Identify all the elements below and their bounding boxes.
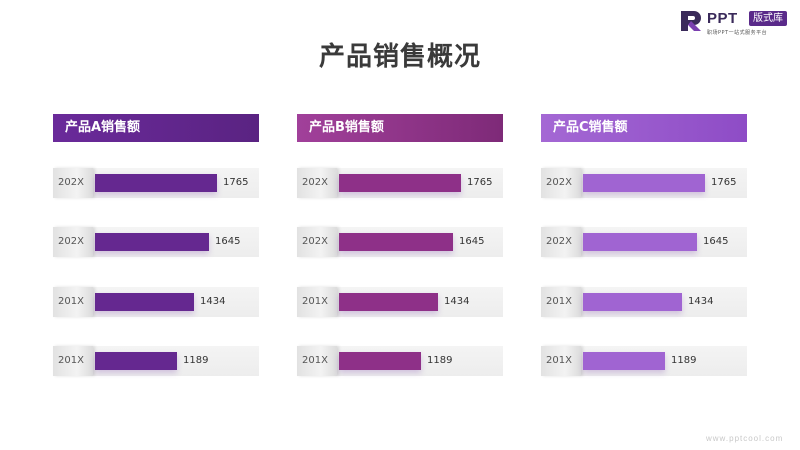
- category-label: 201X: [58, 355, 84, 366]
- bar-row: 201X 1434: [297, 287, 503, 317]
- bar-row: 201X 1189: [53, 346, 259, 376]
- value-label: 1645: [459, 236, 485, 247]
- category-label: 202X: [58, 177, 84, 188]
- category-tab: [53, 287, 93, 317]
- panel-product-c: 产品C销售额 202X 1765 202X 1645 201X 1434 201X 1189: [541, 114, 747, 376]
- bar: [95, 293, 194, 311]
- value-label: 1189: [671, 355, 697, 366]
- category-label: 202X: [58, 236, 84, 247]
- bar: [583, 293, 682, 311]
- bar-row: 202X 1645: [297, 227, 503, 257]
- bar: [583, 233, 697, 251]
- panel-product-a: 产品A销售额 202X 1765 202X 1645 201X 1434 201X 1189: [53, 114, 259, 376]
- bar: [95, 174, 217, 192]
- bar-row: 202X 1645: [53, 227, 259, 257]
- category-tab: [53, 346, 93, 376]
- panel-product-b: 产品B销售额 202X 1765 202X 1645 201X 1434 201X 1189: [297, 114, 503, 376]
- bar: [339, 293, 438, 311]
- bar-row: 201X 1434: [541, 287, 747, 317]
- category-label: 201X: [58, 296, 84, 307]
- bar: [339, 233, 453, 251]
- category-label: 201X: [546, 296, 572, 307]
- category-tab: [53, 227, 93, 257]
- bar: [339, 352, 421, 370]
- category-tab: [297, 287, 337, 317]
- value-label: 1434: [200, 296, 226, 307]
- bar-row: 201X 1189: [541, 346, 747, 376]
- value-label: 1765: [223, 177, 249, 188]
- value-label: 1189: [427, 355, 453, 366]
- bar-row: 201X 1189: [297, 346, 503, 376]
- category-tab: [297, 346, 337, 376]
- brand-logo: PPT 版式库 职场PPT一站式服务平台: [679, 9, 795, 37]
- category-label: 202X: [302, 236, 328, 247]
- value-label: 1765: [467, 177, 493, 188]
- category-tab: [541, 346, 581, 376]
- category-tab: [297, 168, 337, 198]
- category-tab: [541, 168, 581, 198]
- value-label: 1765: [711, 177, 737, 188]
- logo-badge: 版式库: [749, 11, 787, 26]
- category-label: 201X: [302, 296, 328, 307]
- panel-header: 产品A销售额: [53, 114, 259, 142]
- category-label: 202X: [546, 177, 572, 188]
- category-label: 201X: [302, 355, 328, 366]
- value-label: 1189: [183, 355, 209, 366]
- category-tab: [53, 168, 93, 198]
- panel-header: 产品B销售额: [297, 114, 503, 142]
- bar-row: 202X 1765: [297, 168, 503, 198]
- logo-tagline: 职场PPT一站式服务平台: [707, 30, 768, 36]
- bar-row: 202X 1765: [53, 168, 259, 198]
- category-tab: [541, 227, 581, 257]
- category-label: 202X: [546, 236, 572, 247]
- page-title: 产品销售概况: [318, 42, 481, 72]
- bar: [95, 233, 209, 251]
- bar-row: 201X 1434: [53, 287, 259, 317]
- ppt-logo-icon: [681, 11, 701, 31]
- category-label: 201X: [546, 355, 572, 366]
- bar: [583, 352, 665, 370]
- value-label: 1645: [215, 236, 241, 247]
- panel-header: 产品C销售额: [541, 114, 747, 142]
- category-tab: [297, 227, 337, 257]
- logo-brand-text: PPT: [707, 10, 738, 27]
- bar: [339, 174, 461, 192]
- bar-row: 202X 1645: [541, 227, 747, 257]
- value-label: 1645: [703, 236, 729, 247]
- value-label: 1434: [444, 296, 470, 307]
- category-label: 202X: [302, 177, 328, 188]
- category-tab: [541, 287, 581, 317]
- bar: [95, 352, 177, 370]
- watermark: www.pptcool.com: [706, 434, 784, 443]
- bar: [583, 174, 705, 192]
- bar-row: 202X 1765: [541, 168, 747, 198]
- value-label: 1434: [688, 296, 714, 307]
